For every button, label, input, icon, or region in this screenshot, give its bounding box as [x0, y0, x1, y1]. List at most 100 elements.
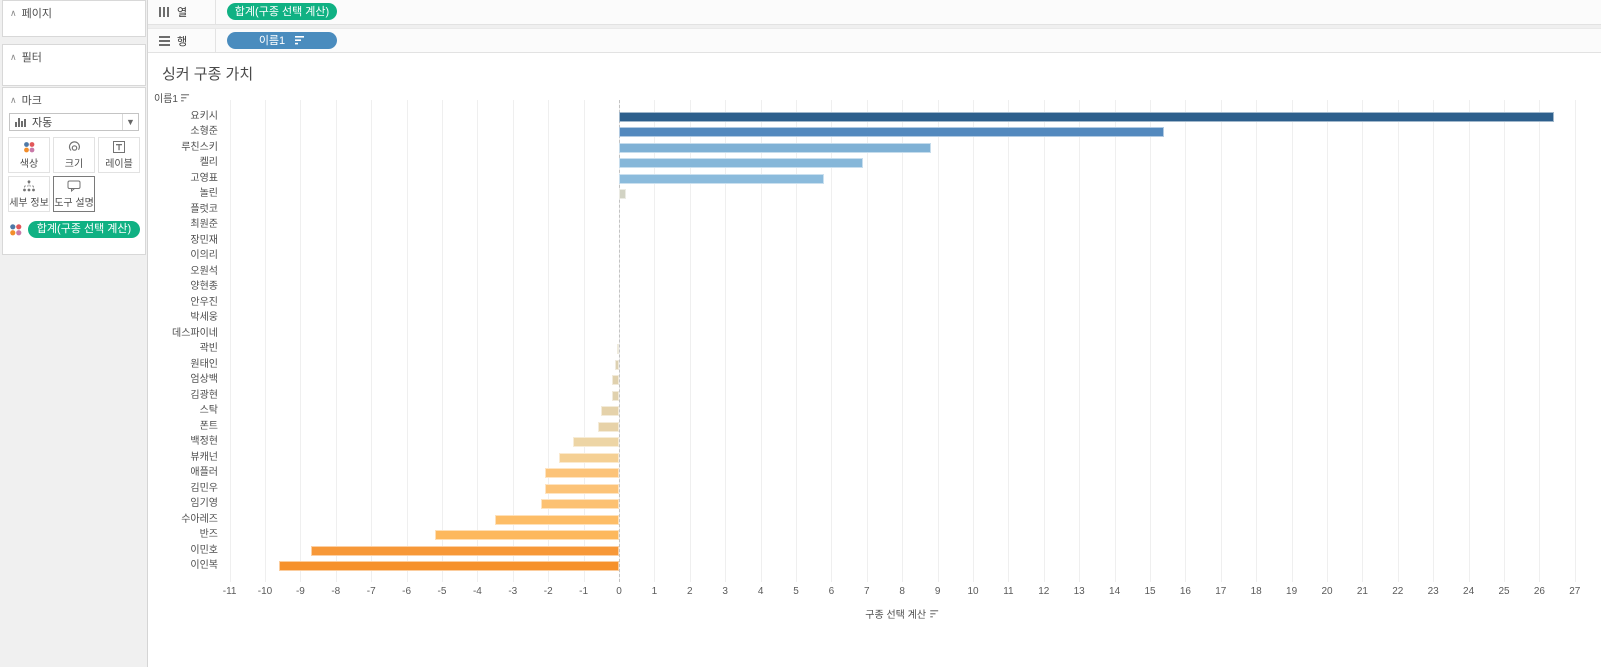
chart-canvas: 싱커 구종 가치 이름1 -11 -10 -9 -8 -7 -6 -5 -4 -3 -2 -1 0 1 2…: [148, 53, 1601, 667]
size-button[interactable]: 크기: [53, 137, 95, 173]
y-category-label[interactable]: 루친스키: [181, 141, 218, 153]
y-category-label[interactable]: 엄상백: [190, 374, 218, 385]
y-category-label[interactable]: 플럿코: [190, 203, 218, 215]
color-legend-pill[interactable]: 합계(구종 선택 계산): [28, 221, 140, 238]
y-category-label[interactable]: 최원준: [190, 219, 218, 230]
columns-shelf[interactable]: 열 합계(구종 선택 계산): [148, 0, 1601, 25]
sort-icon: [930, 609, 939, 617]
y-category-label[interactable]: 김광현: [190, 389, 218, 401]
bar[interactable]: [619, 127, 1165, 137]
x-tick-label: 21: [1356, 586, 1368, 597]
y-category-label[interactable]: 놀린: [199, 188, 218, 199]
gridline: [335, 100, 337, 582]
zero-reference-line: [619, 100, 620, 582]
bar[interactable]: [544, 483, 619, 494]
tooltip-button-label: 도구 설명: [54, 197, 94, 209]
gridline: [973, 100, 974, 582]
bar[interactable]: [572, 437, 619, 447]
y-category-label[interactable]: 양현종: [190, 281, 218, 292]
gridline: [1220, 100, 1222, 582]
rows-shelf[interactable]: 행 이름1: [148, 28, 1601, 53]
y-category-label[interactable]: 소형준: [190, 126, 218, 137]
bar[interactable]: [541, 499, 619, 509]
gridline: [760, 100, 762, 582]
y-category-label[interactable]: 박세웅: [190, 312, 218, 323]
x-tick-label: -7: [366, 586, 376, 597]
x-tick-label: 2: [687, 586, 693, 597]
columns-pill[interactable]: 합계(구종 선택 계산): [227, 3, 337, 20]
y-category-label[interactable]: 폰트: [199, 420, 218, 432]
y-category-label[interactable]: 뷰캐넌: [190, 451, 218, 463]
x-tick-label: 23: [1427, 586, 1439, 597]
bar[interactable]: [558, 452, 619, 463]
y-category-label[interactable]: 고영표: [190, 172, 218, 184]
y-category-label[interactable]: 수아레즈: [181, 513, 218, 525]
bar[interactable]: [544, 468, 619, 478]
y-category-label[interactable]: 임기영: [190, 498, 218, 509]
shelf-area: 열 합계(구종 선택 계산) 행 이름1: [148, 0, 1601, 53]
y-category-label[interactable]: 요키시: [190, 110, 218, 122]
y-category-label[interactable]: 스탁: [199, 405, 218, 416]
y-category-label[interactable]: 백정현: [190, 436, 218, 447]
row-field-header[interactable]: 이름1: [154, 90, 190, 105]
pages-card-header[interactable]: ∧ 페이지: [3, 1, 145, 25]
gridline: [1043, 100, 1045, 582]
bar[interactable]: [619, 142, 931, 153]
y-category-label[interactable]: 오원석: [190, 265, 218, 277]
label-button-label: 레이블: [105, 158, 133, 170]
bar[interactable]: [619, 111, 1554, 122]
color-legend-row: 합계(구종 선택 계산): [9, 221, 140, 238]
bar[interactable]: [597, 421, 619, 432]
row-field-name: 이름1: [154, 94, 178, 105]
x-axis-title[interactable]: 구종 선택 계산: [865, 606, 939, 621]
color-button-label: 색상: [19, 158, 39, 170]
bar[interactable]: [279, 561, 619, 571]
x-tick-label: -3: [508, 586, 518, 597]
y-category-label[interactable]: 장민재: [190, 234, 218, 246]
x-tick-label: 7: [864, 586, 870, 597]
y-category-label[interactable]: 곽빈: [199, 343, 218, 354]
bar[interactable]: [434, 530, 619, 540]
y-category-label[interactable]: 이인복: [190, 560, 218, 571]
sort-descending-icon: [295, 36, 305, 45]
y-category-label[interactable]: 원태인: [190, 358, 218, 370]
x-tick-label: 4: [757, 586, 764, 597]
y-category-label[interactable]: 애플러: [190, 467, 218, 478]
bar[interactable]: [619, 158, 864, 168]
y-category-label[interactable]: 반즈: [199, 529, 218, 540]
marks-card-header[interactable]: ∧ 마크: [3, 88, 145, 112]
rows-pill-text: 이름1: [258, 34, 286, 47]
mark-type-dropdown[interactable]: 자동 ▼: [9, 113, 139, 131]
bar[interactable]: [611, 390, 619, 401]
filters-card-header[interactable]: ∧ 필터: [3, 45, 145, 69]
y-category-label[interactable]: 이민호: [190, 544, 218, 556]
rows-shelf-text: 행: [177, 35, 188, 48]
y-category-label[interactable]: 김민우: [190, 482, 218, 494]
chart-title[interactable]: 싱커 구종 가치: [162, 66, 254, 83]
size-button-label: 크기: [64, 158, 84, 170]
gridline: [229, 100, 231, 582]
bar[interactable]: [619, 189, 627, 199]
y-category-label[interactable]: 데스파이네: [172, 327, 218, 339]
bar[interactable]: [611, 375, 619, 385]
y-category-label[interactable]: 이의리: [190, 250, 218, 261]
bar[interactable]: [601, 406, 619, 416]
bar[interactable]: [311, 545, 619, 556]
rows-pill[interactable]: 이름1: [227, 32, 337, 49]
detail-button[interactable]: 세부 정보: [8, 176, 50, 212]
bar[interactable]: [617, 344, 620, 354]
color-dots-icon: [24, 141, 35, 152]
y-category-label[interactable]: 켈리: [199, 157, 218, 168]
gridline: [265, 100, 266, 582]
bar[interactable]: [615, 359, 619, 370]
label-button[interactable]: 레이블: [98, 137, 140, 173]
tooltip-button[interactable]: 도구 설명: [53, 176, 95, 212]
y-category-label[interactable]: 안우진: [190, 296, 218, 308]
columns-icon: [159, 7, 169, 17]
gridline: [1150, 100, 1151, 582]
bar[interactable]: [619, 173, 825, 184]
color-button[interactable]: 색상: [8, 137, 50, 173]
gridline: [1539, 100, 1541, 582]
rows-shelf-label: 행: [148, 29, 216, 52]
bar[interactable]: [495, 514, 619, 525]
